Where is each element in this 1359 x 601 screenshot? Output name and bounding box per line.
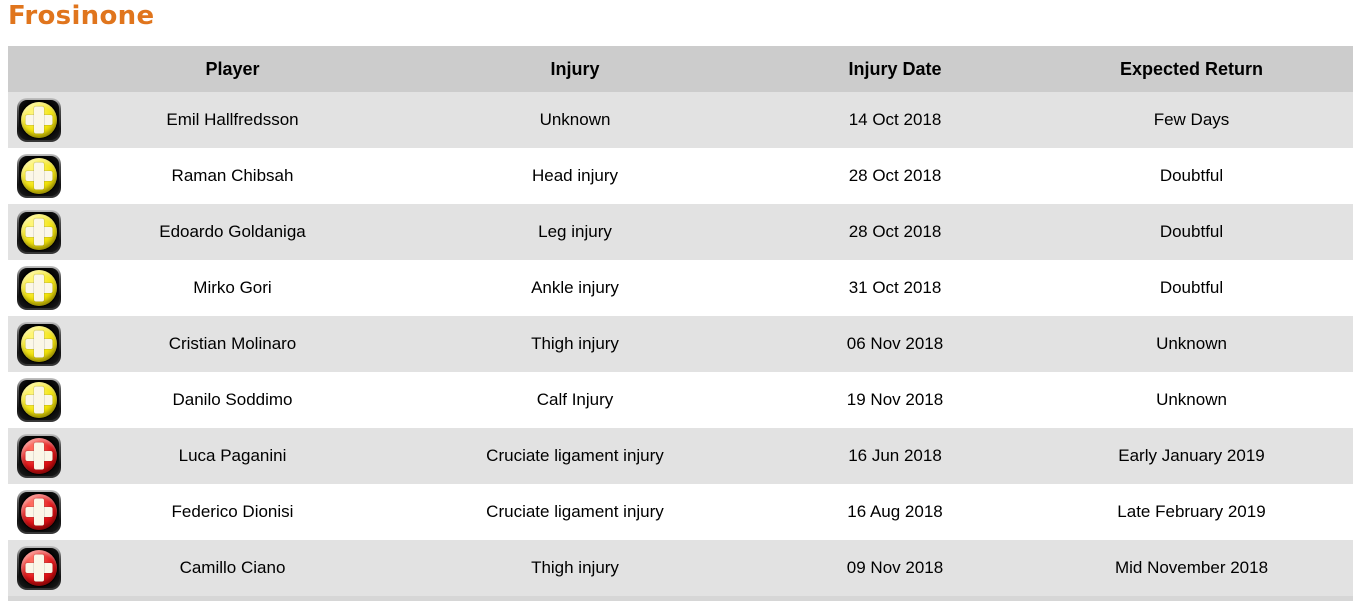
injury-date: 06 Nov 2018 <box>846 334 944 353</box>
plus-icon <box>17 210 61 254</box>
expected-return: Doubtful <box>1159 166 1224 185</box>
icon-cell <box>8 154 75 198</box>
expected-return: Doubtful <box>1159 278 1224 297</box>
table-row: Luca Paganini Cruciate ligament injury 1… <box>8 428 1353 484</box>
expected-return: Unknown <box>1156 334 1227 353</box>
player-name: Emil Hallfredsson <box>166 110 299 129</box>
expected-return: Mid November 2018 <box>1114 558 1269 577</box>
injury-type: Thigh injury <box>531 558 619 577</box>
plus-icon-circle <box>21 382 57 418</box>
player-name: Camillo Ciano <box>179 558 286 577</box>
injury-type: Cruciate ligament injury <box>486 446 664 465</box>
player-name: Mirko Gori <box>193 278 272 297</box>
injury-type: Ankle injury <box>531 278 619 297</box>
expected-return: Late February 2019 <box>1117 502 1266 521</box>
player-name: Raman Chibsah <box>171 166 294 185</box>
player-name: Luca Paganini <box>178 446 287 465</box>
icon-cell <box>8 210 75 254</box>
icon-cell <box>8 378 75 422</box>
plus-icon <box>17 434 61 478</box>
table-row: Emil Hallfredsson Unknown 14 Oct 2018 Fe… <box>8 92 1353 148</box>
plus-icon-circle <box>21 270 57 306</box>
page-title: Frosinone <box>8 1 155 31</box>
plus-icon <box>17 378 61 422</box>
plus-icon-circle <box>21 102 57 138</box>
expected-return: Few Days <box>1153 110 1230 129</box>
plus-icon <box>17 266 61 310</box>
table-row: Camillo Ciano Thigh injury 09 Nov 2018 M… <box>8 540 1353 596</box>
injury-date: 19 Nov 2018 <box>846 390 944 409</box>
icon-cell <box>8 266 75 310</box>
plus-icon-circle <box>21 438 57 474</box>
injury-type: Calf Injury <box>536 390 614 409</box>
header-expected-return: Expected Return <box>1119 58 1264 79</box>
injury-type: Head injury <box>532 166 618 185</box>
plus-icon <box>17 98 61 142</box>
table-row: Cristian Molinaro Thigh injury 06 Nov 20… <box>8 316 1353 372</box>
icon-cell <box>8 98 75 142</box>
player-name: Edoardo Goldaniga <box>159 222 306 241</box>
injury-date: 28 Oct 2018 <box>848 222 942 241</box>
injury-date: 31 Oct 2018 <box>848 278 942 297</box>
expected-return: Early January 2019 <box>1118 446 1265 465</box>
injury-type: Leg injury <box>538 222 612 241</box>
expected-return: Unknown <box>1156 390 1227 409</box>
plus-icon-circle <box>21 158 57 194</box>
table-row: Federico Dionisi Cruciate ligament injur… <box>8 484 1353 540</box>
icon-cell <box>8 546 75 590</box>
injury-date: 14 Oct 2018 <box>848 110 942 129</box>
header-injury-date: Injury Date <box>848 58 942 79</box>
injury-date: 28 Oct 2018 <box>848 166 942 185</box>
table-row: Mirko Gori Ankle injury 31 Oct 2018 Doub… <box>8 260 1353 316</box>
injury-date: 16 Jun 2018 <box>848 446 942 465</box>
table-row: Danilo Soddimo Calf Injury 19 Nov 2018 U… <box>8 372 1353 428</box>
injury-type: Unknown <box>539 110 611 129</box>
plus-icon <box>17 154 61 198</box>
plus-icon-circle <box>21 326 57 362</box>
header-player: Player <box>205 58 260 79</box>
plus-icon <box>17 546 61 590</box>
injury-type: Thigh injury <box>531 334 619 353</box>
plus-icon-circle <box>21 550 57 586</box>
icon-cell <box>8 322 75 366</box>
plus-icon <box>17 322 61 366</box>
plus-icon-circle <box>21 214 57 250</box>
plus-icon <box>17 490 61 534</box>
injury-type: Cruciate ligament injury <box>486 502 664 521</box>
header-injury: Injury <box>550 58 600 79</box>
plus-icon-circle <box>21 494 57 530</box>
table-row: Raman Chibsah Head injury 28 Oct 2018 Do… <box>8 148 1353 204</box>
table-header-row: Player Injury Injury Date Expected Retur… <box>8 46 1353 92</box>
player-name: Danilo Soddimo <box>172 390 293 409</box>
table-row: Edoardo Goldaniga Leg injury 28 Oct 2018… <box>8 204 1353 260</box>
player-name: Federico Dionisi <box>171 502 294 521</box>
expected-return: Doubtful <box>1159 222 1224 241</box>
icon-cell <box>8 490 75 534</box>
icon-cell <box>8 434 75 478</box>
player-name: Cristian Molinaro <box>168 334 297 353</box>
injury-date: 16 Aug 2018 <box>847 502 943 521</box>
injury-table: Player Injury Injury Date Expected Retur… <box>8 46 1353 601</box>
next-section-header-partial <box>8 596 1353 601</box>
injury-date: 09 Nov 2018 <box>846 558 944 577</box>
